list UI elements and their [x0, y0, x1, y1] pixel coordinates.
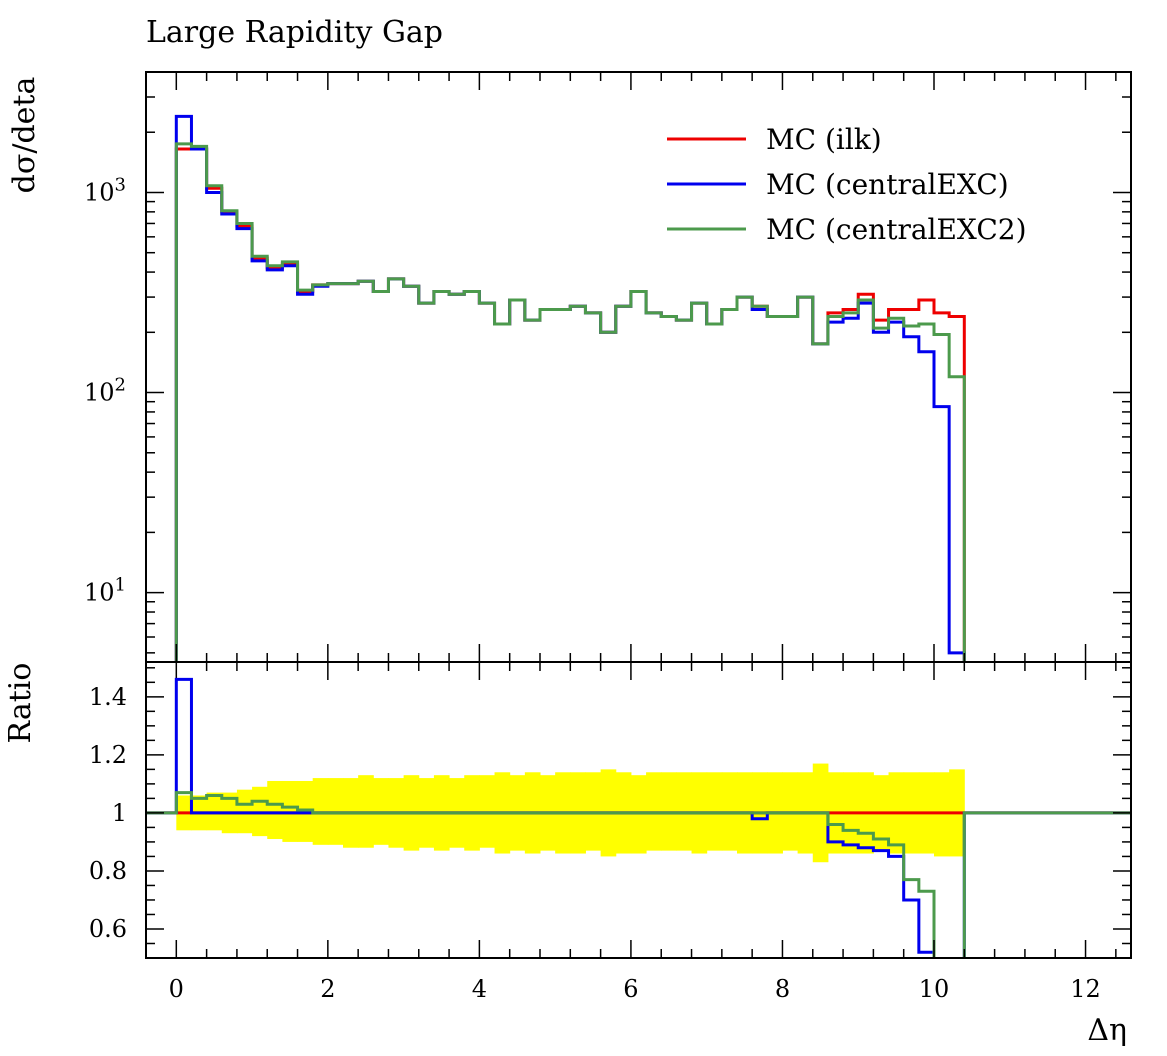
ratio-axis-label: Ratio [3, 663, 38, 744]
series-line-centralexc2 [174, 142, 966, 662]
ratio-plot-frame [145, 661, 1132, 959]
y-tick-label: 101 [84, 575, 126, 607]
ratio-plot: 0.6 0.8 1 1.2 1.4 [89, 667, 1131, 958]
legend-label-centralexc: MC (centralEXC) [766, 168, 1009, 201]
ratio-tick-label: 1 [112, 799, 127, 827]
ratio-tick-label: 1.4 [89, 683, 127, 711]
x-tick-label: 2 [320, 975, 335, 1003]
x-tick-labels: 0 2 4 6 8 10 12 [169, 975, 1101, 1003]
x-tick-label: 12 [1070, 975, 1101, 1003]
ratio-series-group [146, 677, 1131, 958]
x-tick-label: 4 [472, 975, 487, 1003]
ratio-tick-label: 0.8 [89, 857, 127, 885]
x-tick-label: 6 [623, 975, 638, 1003]
legend-label-centralexc2: MC (centralEXC2) [766, 213, 1027, 246]
legend-label-ilk: MC (ilk) [766, 123, 882, 156]
y-tick-label: 103 [84, 174, 126, 206]
main-plot: 101 102 103 MC (ilk) MC (centralEXC) MC (cen… [84, 71, 1131, 680]
ratio-band-bin [267, 780, 283, 840]
main-ticks-group: 101 102 103 [84, 71, 1131, 680]
ratio-ticks-group: 0.6 0.8 1 1.2 1.4 [89, 667, 1131, 958]
ratio-tick-label: 0.6 [89, 915, 127, 943]
y-axis-label: dσ/deta [7, 77, 42, 194]
main-series-group [174, 114, 966, 662]
x-axis-label: Δη [1087, 1013, 1127, 1048]
ratio-tick-label: 1.2 [89, 741, 127, 769]
x-tick-label: 0 [169, 975, 184, 1003]
chart-title: Large Rapidity Gap [146, 15, 443, 50]
ratio-line-centralexc2 [146, 791, 1131, 958]
x-tick-label: 10 [919, 975, 950, 1003]
x-tick-label: 8 [775, 975, 790, 1003]
legend: MC (ilk) MC (centralEXC) MC (centralEXC2) [667, 123, 1027, 246]
y-tick-label: 102 [84, 375, 126, 407]
main-plot-frame [145, 71, 1132, 663]
